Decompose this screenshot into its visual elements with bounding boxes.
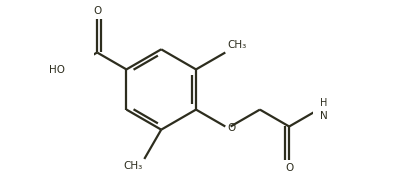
Text: HO: HO	[49, 65, 65, 76]
Text: O: O	[285, 163, 293, 173]
Text: CH₃: CH₃	[228, 40, 247, 50]
Text: O: O	[93, 6, 101, 16]
Text: N: N	[319, 111, 327, 121]
Text: CH₃: CH₃	[123, 161, 142, 171]
Text: O: O	[227, 122, 235, 133]
Text: H: H	[319, 98, 327, 108]
